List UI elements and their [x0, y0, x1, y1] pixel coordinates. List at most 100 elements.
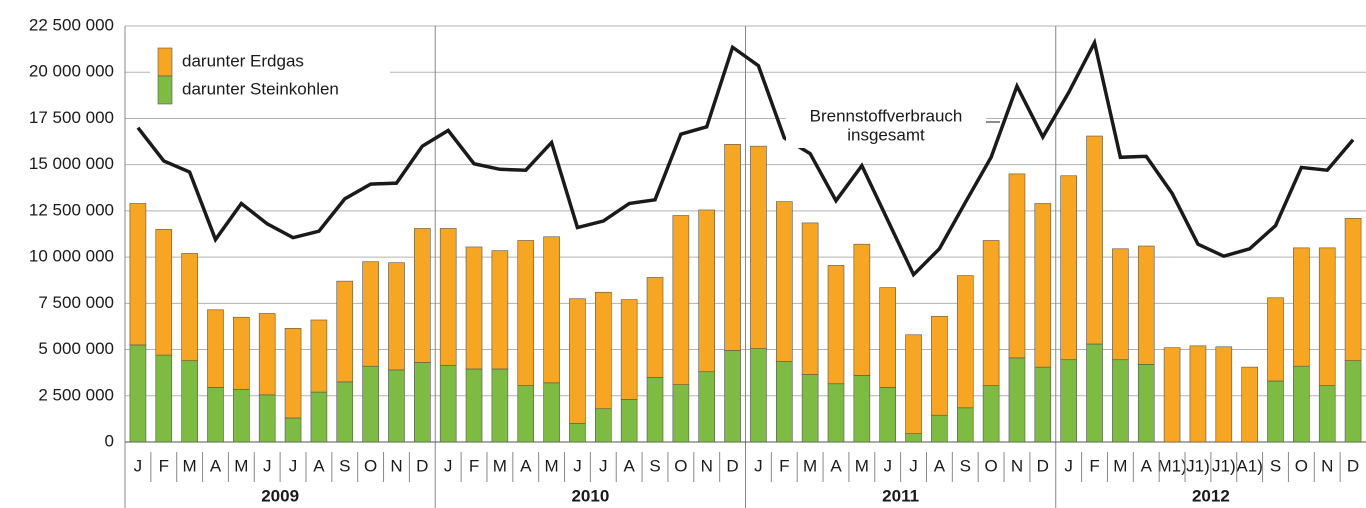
year-label: 2011: [882, 486, 919, 505]
legend-swatch: [157, 75, 173, 105]
x-tick-label: D: [416, 456, 428, 475]
bar-segment: [310, 319, 328, 393]
x-tick-label: M: [855, 456, 869, 475]
bar-segment: [1163, 347, 1181, 443]
bar-segment: [233, 389, 250, 443]
bar-segment: [956, 275, 974, 409]
bar-segment: [233, 316, 250, 390]
x-tick-label: J: [263, 456, 272, 475]
x-tick-label: D: [1037, 456, 1049, 475]
bar-segment: [388, 262, 405, 371]
x-tick-label: A: [210, 456, 222, 475]
bar-segment: [982, 240, 1000, 386]
x-tick-label: S: [649, 456, 660, 475]
x-tick-label: M: [183, 456, 197, 475]
bar-segment: [258, 394, 276, 443]
bar-segment: [595, 291, 612, 410]
bar-segment: [905, 334, 922, 434]
x-tick-label: J: [599, 456, 608, 475]
x-tick-label: J: [573, 456, 582, 475]
annotation-bg: [786, 104, 986, 148]
x-tick-label: M1): [1157, 456, 1186, 475]
x-tick-label: O: [364, 456, 377, 475]
bar-segment: [362, 261, 379, 367]
bar-segment: [931, 315, 948, 416]
x-tick-label: N: [701, 456, 713, 475]
x-tick-label: O: [674, 456, 687, 475]
bar-segment: [155, 229, 173, 356]
x-tick-label: A1): [1236, 456, 1262, 475]
bar-segment: [1267, 380, 1284, 443]
x-tick-label: D: [1347, 456, 1359, 475]
bar-segment: [1215, 346, 1233, 443]
x-tick-label: M: [1113, 456, 1127, 475]
bar-segment: [672, 384, 690, 443]
bar-segment: [414, 362, 431, 443]
bar-segment: [1112, 248, 1129, 361]
bar-segment: [1060, 359, 1077, 443]
bar-segment: [439, 364, 457, 443]
x-tick-label: A: [313, 456, 325, 475]
bar-segment: [982, 385, 1000, 443]
x-tick-label: D: [726, 456, 738, 475]
y-tick-label: 10 000 000: [29, 247, 114, 266]
bar-segment: [517, 385, 535, 443]
x-tick-label: J1): [1186, 456, 1210, 475]
year-label: 2010: [571, 486, 609, 505]
bar-segment: [1008, 357, 1026, 443]
x-tick-label: S: [339, 456, 350, 475]
bar-segment: [336, 381, 354, 443]
y-tick-label: 17 500 000: [29, 108, 114, 127]
total-line: [136, 37, 1355, 278]
bar-segment: [207, 309, 224, 388]
bar-segment: [362, 365, 379, 443]
bar-segment: [879, 287, 896, 388]
bar-segment: [827, 265, 845, 385]
y-tick-label: 20 000 000: [29, 62, 114, 81]
y-tick-label: 15 000 000: [29, 154, 114, 173]
x-tick-label: J: [754, 456, 763, 475]
x-tick-label: O: [984, 456, 997, 475]
bar-segment: [284, 417, 302, 443]
x-tick-label: F: [469, 456, 479, 475]
y-tick-label: 12 500 000: [29, 200, 114, 219]
bar-segment: [569, 423, 586, 443]
bar-segment: [698, 209, 716, 373]
bar-segment: [258, 313, 276, 396]
x-tick-label: J: [289, 456, 298, 475]
bar-segment: [491, 250, 509, 370]
bar-segment: [698, 371, 716, 443]
legend-label: darunter Erdgas: [182, 51, 304, 70]
bar-segment: [879, 387, 896, 443]
legend-box: [150, 42, 390, 110]
bar-segment: [595, 408, 612, 443]
y-tick-label: 22 500 000: [29, 15, 114, 34]
x-tick-label: A: [623, 456, 635, 475]
bar-segment: [646, 277, 664, 378]
bar-segment: [1034, 366, 1052, 443]
bar-segment: [1344, 360, 1362, 443]
bar-segment: [801, 374, 819, 443]
annotation: Brennstoffverbrauch: [810, 106, 963, 125]
x-tick-label: J: [883, 456, 892, 475]
bar-segment: [310, 391, 328, 443]
bar-segment: [129, 344, 147, 443]
bar-segment: [1344, 217, 1362, 361]
bar-segment: [129, 203, 147, 346]
bar-segment: [775, 201, 793, 362]
bar-segment: [1137, 364, 1155, 443]
bar-segment: [672, 215, 690, 385]
bar-segment: [1189, 345, 1207, 443]
bar-segment: [750, 348, 767, 443]
x-tick-label: M: [545, 456, 559, 475]
bar-segment: [569, 298, 586, 424]
bar-segment: [1086, 135, 1103, 345]
x-tick-label: F: [1089, 456, 1099, 475]
bar-segment: [491, 368, 509, 443]
x-tick-label: J: [909, 456, 918, 475]
bar-segment: [181, 360, 198, 443]
bar-segment: [931, 414, 948, 443]
x-tick-label: J: [444, 456, 453, 475]
bar-segment: [155, 354, 173, 443]
bar-segment: [1008, 173, 1026, 359]
